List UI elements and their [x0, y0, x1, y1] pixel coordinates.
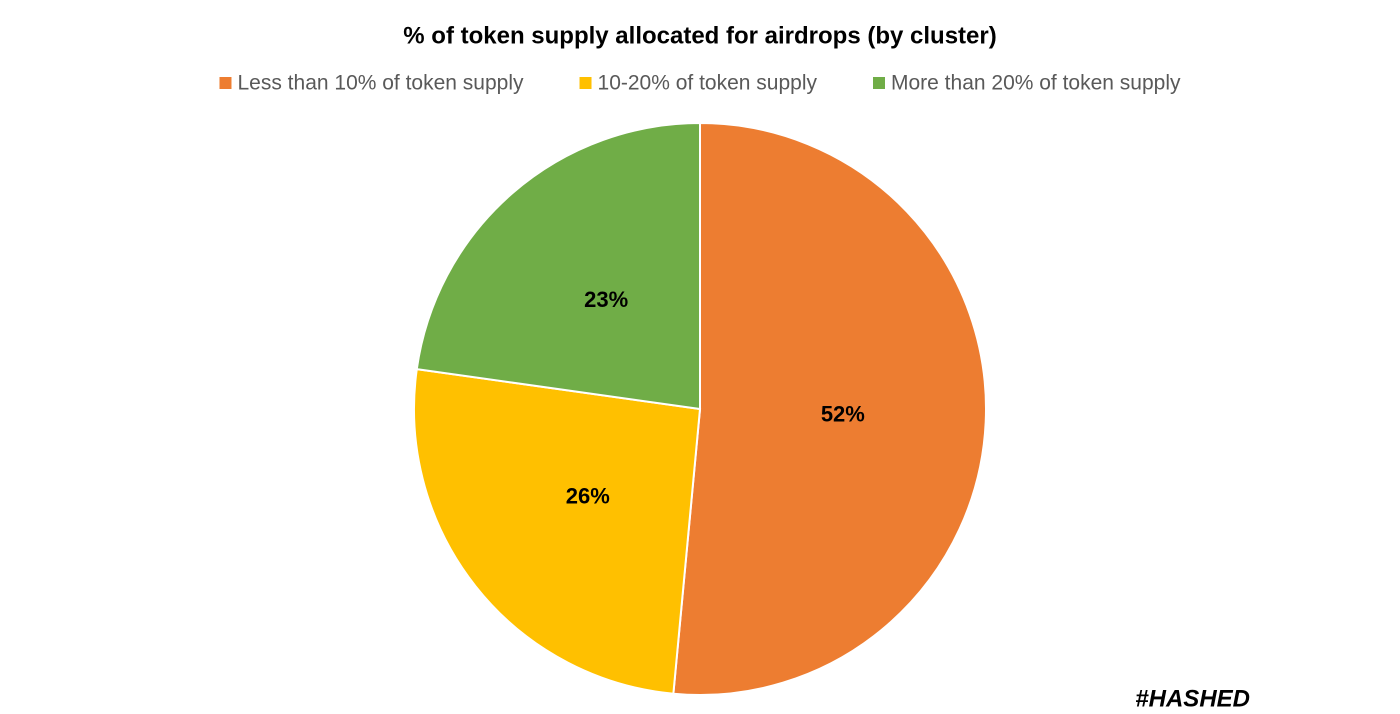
pie-slice: [415, 121, 701, 411]
legend-swatch: [579, 77, 592, 89]
legend-label: Less than 10% of token supply: [237, 72, 524, 95]
legend-label: More than 20% of token supply: [891, 72, 1181, 95]
chart-title: % of token supply allocated for airdrops…: [403, 22, 996, 49]
legend-swatch: [219, 77, 232, 89]
data-label: 52%: [821, 401, 865, 426]
data-label: 26%: [566, 483, 610, 508]
legend-swatch: [873, 77, 885, 89]
legend-label: 10-20% of token supply: [598, 72, 818, 95]
data-label: 23%: [584, 287, 628, 312]
legend: Less than 10% of token supply 10-20% of t…: [219, 72, 1181, 95]
watermark: #HASHED: [1135, 685, 1250, 712]
pie-slice: [413, 367, 702, 695]
pie-slice: [672, 121, 987, 696]
